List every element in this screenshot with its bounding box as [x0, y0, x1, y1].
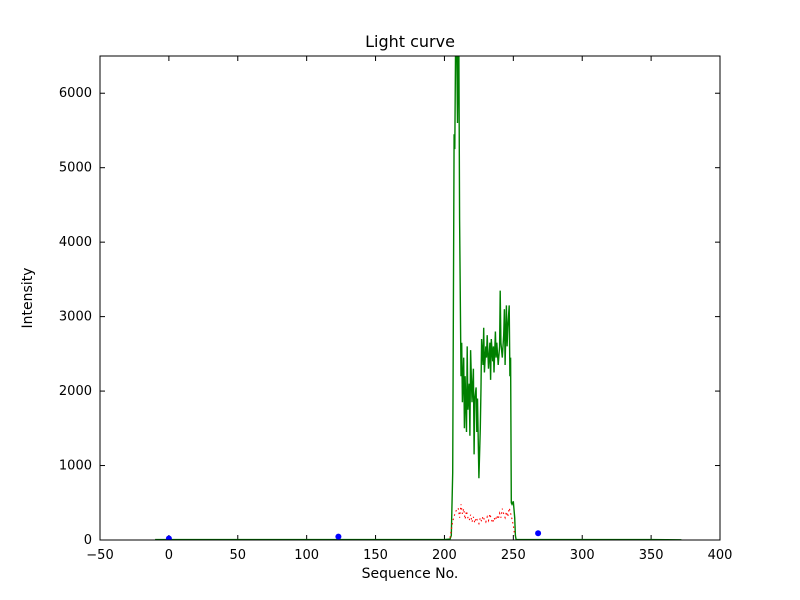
x-tick-label: 100 — [294, 548, 319, 563]
x-tick-label: 350 — [639, 548, 664, 563]
background-line — [449, 504, 516, 538]
markers-point — [165, 535, 172, 540]
y-tick-label: 6000 — [59, 86, 92, 101]
x-tick-label: 300 — [570, 548, 595, 563]
y-tick-label: 1000 — [59, 459, 92, 474]
x-axis-label: Sequence No. — [362, 566, 459, 582]
y-tick-label: 4000 — [59, 235, 92, 250]
markers-point — [535, 530, 542, 537]
y-axis-label: Intensity — [20, 268, 36, 329]
x-tick-label: 400 — [708, 548, 733, 563]
signal-line — [155, 56, 682, 540]
plot-frame — [99, 55, 721, 541]
markers-point — [335, 533, 342, 540]
x-tick-label: −50 — [86, 548, 113, 563]
x-tick-label: 250 — [501, 548, 526, 563]
plot-area: −50 0 50 100 150 200 250 300 350 4000100020003000… — [59, 55, 733, 563]
x-tick-label: 150 — [363, 548, 388, 563]
y-tick-label: 3000 — [59, 310, 92, 325]
chart-title: Light curve — [365, 32, 455, 51]
x-tick-label: 50 — [230, 548, 247, 563]
x-tick-label: 0 — [165, 548, 173, 563]
y-tick-label: 5000 — [59, 161, 92, 176]
y-tick-label: 0 — [84, 533, 92, 548]
x-tick-label: 200 — [432, 548, 457, 563]
y-tick-label: 2000 — [59, 384, 92, 399]
